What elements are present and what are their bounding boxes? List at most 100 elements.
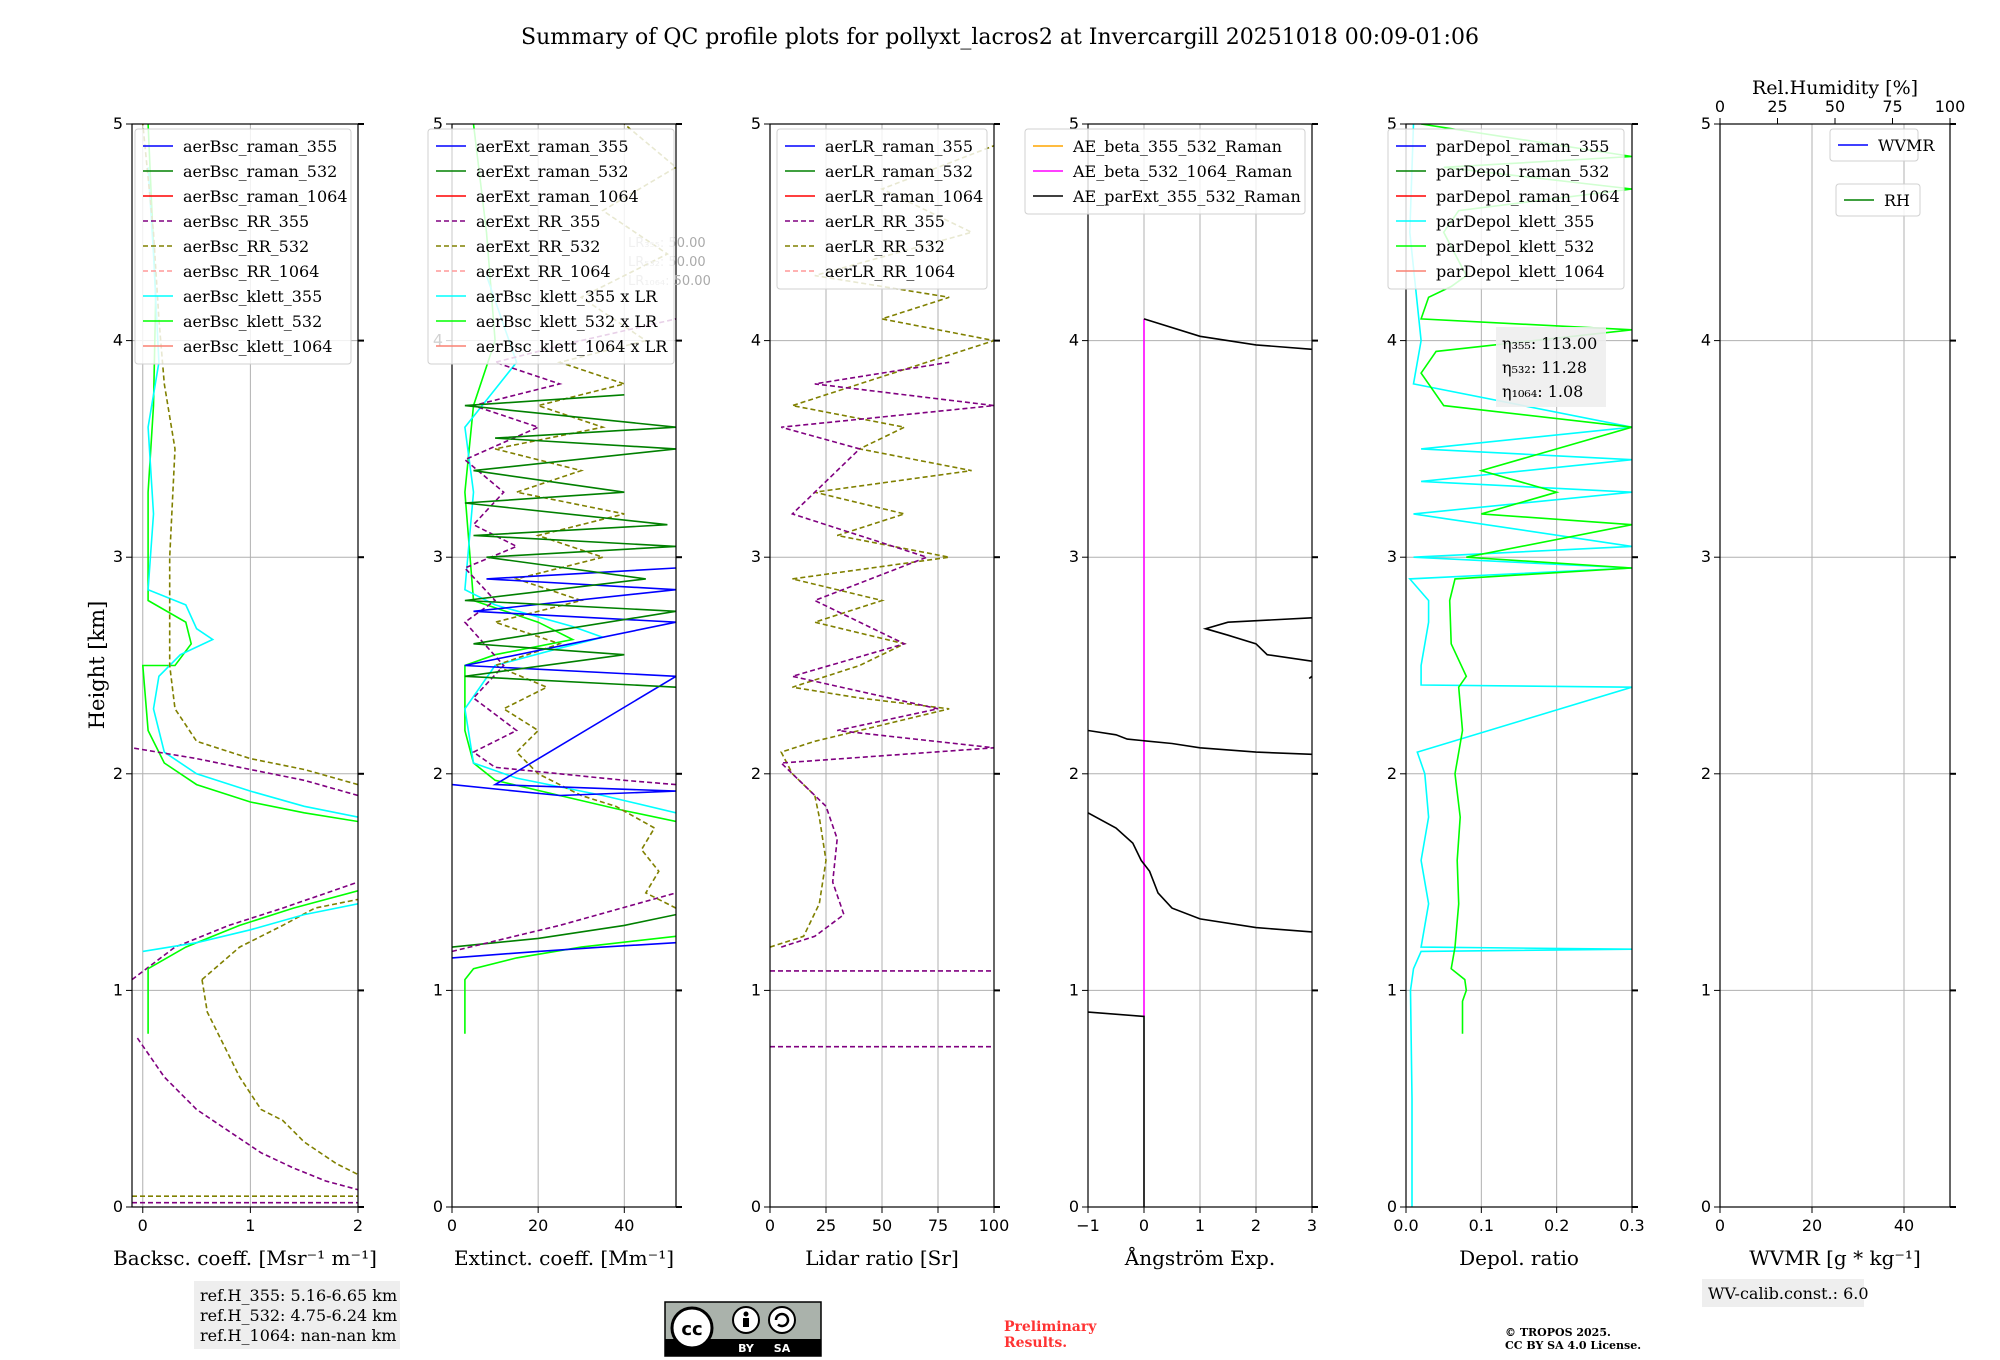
legend-label: aerBsc_klett_1064 x LR [476,337,668,356]
series-line-aerExt_RR_532 [492,124,676,909]
x-tick-label: 40 [1894,1216,1914,1235]
x-tick-label: 1 [1195,1216,1205,1235]
legend-label: aerLR_raman_1064 [825,187,983,206]
series-line-aerBsc_klett_532 [147,890,358,1034]
series-line-aerLR_RR_355 [779,361,994,948]
legend-label: aerExt_raman_355 [476,137,629,156]
legend: aerBsc_raman_355 aerBsc_raman_532 aerBsc_r… [134,128,352,365]
legend-label: RH [1884,191,1910,210]
plot-frame [131,123,359,1208]
y-tick-label: 1 [1387,980,1397,999]
y-tick-label: 4 [1701,331,1711,350]
x-tick-label: 40 [614,1216,634,1235]
x-tick-label: 0 [765,1216,775,1235]
x-tick-label: 2 [353,1216,363,1235]
y-tick-label: 2 [1069,764,1079,783]
series-line-AE_parExt_355_532_Raman [1088,729,1312,756]
by-icon-body [743,1318,749,1327]
y-tick-label: 2 [433,764,443,783]
series-line-aerExt_raman_532 [464,394,676,688]
legend-label: AE_parExt_355_532_Raman [1072,187,1301,206]
y-tick-label: 5 [751,114,761,133]
y-tick-label: 0 [1387,1197,1397,1216]
legend-box [1835,183,1921,217]
legend-label: aerExt_raman_532 [476,162,629,181]
y-tick-label: 1 [433,980,443,999]
legend: AE_beta_355_532_Raman AE_beta_532_1064_Ra… [1024,128,1306,215]
x-tick-label: −1 [1076,1216,1100,1235]
legend-label: aerBsc_klett_355 x LR [476,287,658,306]
x-tick-label: 0 [138,1216,148,1235]
y-axis-label: Height [km] [85,601,109,730]
y-tick-label: 4 [1387,331,1397,350]
x-tick-label: 1 [245,1216,255,1235]
x-axis-label: Backsc. coeff. [Msr⁻¹ m⁻¹] [113,1246,377,1270]
preliminary-label: Results. [1004,1335,1067,1351]
series-line-aerBsc_klett_532 x LR [464,124,676,823]
x-tick-label: 20 [1802,1216,1822,1235]
refh-label: ref.H_532: 4.75-6.24 km [200,1306,397,1325]
wv-calib-box [1702,1279,1864,1307]
x-tick-label: 0.2 [1544,1216,1569,1235]
y-tick-label: 0 [113,1197,123,1216]
series-line-aerExt_raman_355 [452,567,676,797]
panel-ext: 01234502040Extinct. coeff. [Mm⁻¹]LR₃₅₅: … [427,114,711,1270]
plot-frame [451,123,677,1208]
series-line-AE_parExt_355_532_Raman [1202,617,1312,662]
x-tick-label: 0.3 [1619,1216,1644,1235]
legend-label: parDepol_raman_532 [1436,162,1609,181]
y-tick-label: 3 [1701,547,1711,566]
series-line-aerBsc_klett_355 [147,167,358,818]
y-tick-label: 0 [1701,1197,1711,1216]
license-label: CC BY SA 4.0 License. [1505,1339,1641,1352]
legend-label: aerBsc_RR_1064 [183,262,319,281]
plot-frame [1719,123,1951,1208]
series-line-AE_parExt_355_532_Raman [1088,812,1312,933]
legend-box [776,128,988,290]
legend-label: aerBsc_raman_532 [183,162,337,181]
y-tick-label: 4 [751,331,761,350]
legend-label: aerBsc_klett_355 [183,287,322,306]
y-tick-label: 3 [751,547,761,566]
y-tick-label: 0 [433,1197,443,1216]
series-group [132,124,358,1204]
legend-label: AE_beta_355_532_Raman [1072,137,1282,156]
y-tick-label: 1 [751,980,761,999]
eta-label: η₃₅₅: 113.00 [1502,334,1597,353]
x-tick-label: 0 [447,1216,457,1235]
x-tick-label: 75 [928,1216,948,1235]
y-tick-label: 1 [1701,980,1711,999]
y-tick-label: 3 [1069,547,1079,566]
legend-label: aerLR_RR_1064 [825,262,955,281]
series-group [770,144,994,1048]
legend: aerExt_raman_355 aerExt_raman_532 aerExt_r… [427,128,675,365]
x-tick-label: 0 [1715,1216,1725,1235]
preliminary-label: Preliminary [1004,1319,1097,1335]
legend-label: aerBsc_raman_1064 [183,187,348,206]
y-tick-label: 2 [751,764,761,783]
refh-label: ref.H_355: 5.16-6.65 km [200,1286,397,1305]
top-x-tick-label: 50 [1825,97,1845,116]
top-x-axis-label: Rel.Humidity [%] [1752,77,1918,99]
legend-box [1829,128,1919,162]
x-tick-label: 2 [1251,1216,1261,1235]
legend: aerLR_raman_355 aerLR_raman_532 aerLR_rama… [776,128,988,290]
legend-label: AE_beta_532_1064_Raman [1072,162,1292,181]
legend-label: parDepol_klett_1064 [1436,262,1605,281]
legend-label: aerLR_RR_532 [825,237,945,256]
x-tick-label: 100 [979,1216,1010,1235]
sa-icon [768,1306,796,1334]
cc-by-sa-logo: cc BY SA [664,1301,822,1357]
y-tick-label: 2 [1701,764,1711,783]
by-text: BY [738,1342,755,1355]
x-axis-label: Depol. ratio [1459,1246,1579,1270]
x-tick-label: 0.1 [1469,1216,1494,1235]
y-tick-label: 1 [113,980,123,999]
top-x-tick-label: 100 [1935,97,1966,116]
x-axis-label: Extinct. coeff. [Mm⁻¹] [454,1246,674,1270]
legend-label: aerBsc_klett_532 [183,312,322,331]
series-line-parDepol_klett_355 [1408,124,1632,1207]
series-line-aerBsc_RR_355 [136,1037,358,1191]
